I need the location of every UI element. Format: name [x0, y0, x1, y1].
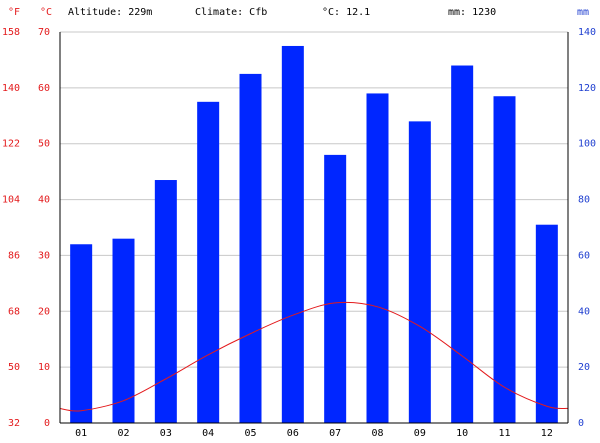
celsius-tick-label: 30 [38, 250, 50, 261]
precipitation-bars [70, 45, 558, 424]
precipitation-bar [324, 154, 347, 423]
precipitation-tick-label: 20 [578, 362, 590, 373]
temperature-line [59, 301, 569, 412]
precipitation-bar [493, 96, 516, 423]
celsius-tick-label: 20 [38, 306, 50, 317]
millimeter-unit-label: mm [577, 7, 590, 18]
annual-precipitation-label: mm: 1230 [448, 7, 497, 18]
month-tick-label: 10 [456, 428, 468, 439]
fahrenheit-tick-label: 140 [2, 83, 20, 94]
grid-lines [60, 31, 568, 368]
precipitation-bar [239, 73, 262, 424]
precipitation-bar [535, 224, 558, 423]
precipitation-tick-label: 80 [578, 195, 590, 206]
altitude-label: Altitude: 229m [68, 7, 153, 18]
chart-axes [59, 32, 569, 424]
precipitation-bar [154, 180, 177, 423]
fahrenheit-unit-label: °F [8, 7, 21, 18]
precipitation-bar [451, 65, 474, 423]
fahrenheit-tick-label: 104 [2, 195, 20, 206]
fahrenheit-tick-label: 32 [8, 418, 20, 429]
month-tick-label: 06 [287, 428, 299, 439]
month-tick-label: 08 [371, 428, 383, 439]
celsius-tick-label: 50 [38, 139, 50, 150]
fahrenheit-tick-label: 86 [8, 250, 20, 261]
precipitation-bar [112, 238, 135, 423]
celsius-unit-label: °C [40, 7, 53, 18]
precipitation-bar [70, 244, 93, 423]
average-temperature-label: °C: 12.1 [322, 7, 371, 18]
celsius-tick-label: 10 [38, 362, 50, 373]
month-tick-label: 04 [202, 428, 214, 439]
precipitation-tick-label: 0 [578, 418, 584, 429]
celsius-tick-label: 0 [44, 418, 50, 429]
precipitation-bar [408, 121, 431, 423]
celsius-tick-label: 40 [38, 195, 50, 206]
temperature-line-path [59, 301, 569, 412]
month-tick-label: 03 [160, 428, 172, 439]
precipitation-tick-label: 100 [578, 139, 596, 150]
fahrenheit-tick-label: 158 [2, 27, 20, 38]
climate-label: Climate: Cfb [195, 7, 268, 18]
fahrenheit-tick-label: 122 [2, 139, 20, 150]
precipitation-bar [366, 93, 389, 423]
month-tick-label: 01 [75, 428, 87, 439]
precipitation-tick-label: 120 [578, 83, 596, 94]
month-tick-label: 12 [541, 428, 553, 439]
month-tick-label: 09 [414, 428, 426, 439]
celsius-tick-label: 60 [38, 83, 50, 94]
precipitation-tick-label: 40 [578, 306, 590, 317]
celsius-tick-label: 70 [38, 27, 50, 38]
month-tick-label: 07 [329, 428, 341, 439]
month-tick-label: 11 [498, 428, 510, 439]
precipitation-bar [281, 45, 304, 423]
month-tick-label: 02 [117, 428, 129, 439]
precipitation-bar [197, 101, 220, 424]
fahrenheit-tick-label: 68 [8, 306, 20, 317]
fahrenheit-tick-label: 50 [8, 362, 20, 373]
precipitation-tick-label: 140 [578, 27, 596, 38]
precipitation-tick-label: 60 [578, 250, 590, 261]
month-tick-label: 05 [244, 428, 256, 439]
